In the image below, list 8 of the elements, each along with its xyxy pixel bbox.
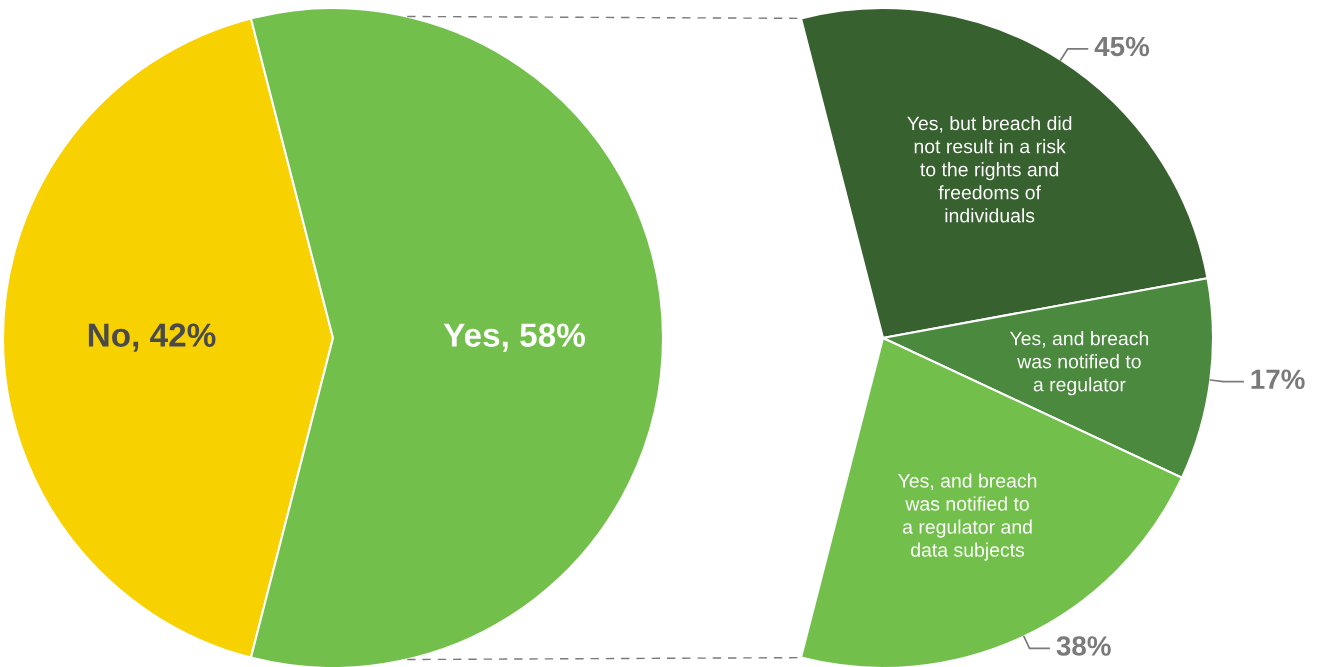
data-label: 17% [1251, 369, 1305, 390]
data-label: 38% [1056, 636, 1111, 656]
slice-label: Yes, but breach did not result in a risk to the rights and freedoms of individuals [907, 115, 1072, 223]
data-label: 45% [1094, 36, 1150, 57]
slice-label: Yes, 58% [443, 323, 585, 352]
slice-label: Yes, and breach was notified to a regulator and data subjects [898, 473, 1037, 561]
slice-label: Yes, and breach was notified to a regulator [1009, 331, 1149, 396]
slice-label: No, 42% [88, 323, 216, 352]
